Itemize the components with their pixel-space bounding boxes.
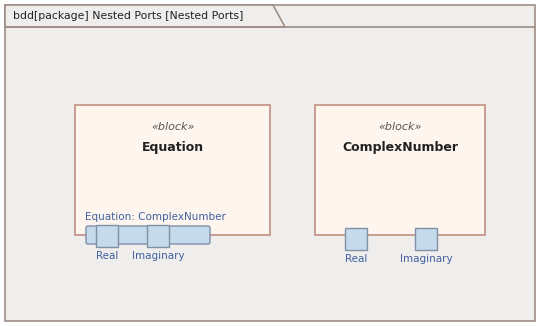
Bar — [75, 105, 270, 235]
Bar — [315, 105, 485, 235]
Bar — [147, 225, 169, 247]
Text: «block»: «block» — [379, 122, 422, 132]
Text: Real: Real — [96, 251, 118, 261]
FancyBboxPatch shape — [86, 226, 210, 244]
Text: bdd[package] Nested Ports [Nested Ports]: bdd[package] Nested Ports [Nested Ports] — [13, 11, 244, 21]
Polygon shape — [5, 5, 285, 27]
Text: Imaginary: Imaginary — [132, 251, 184, 261]
Text: Imaginary: Imaginary — [400, 254, 453, 264]
Text: Equation: ComplexNumber: Equation: ComplexNumber — [85, 212, 226, 222]
Text: Real: Real — [345, 254, 367, 264]
Text: «block»: «block» — [151, 122, 194, 132]
Bar — [96, 225, 118, 247]
Bar — [415, 228, 437, 250]
Text: Equation: Equation — [141, 141, 204, 154]
Bar — [345, 228, 367, 250]
Text: ComplexNumber: ComplexNumber — [342, 141, 458, 154]
